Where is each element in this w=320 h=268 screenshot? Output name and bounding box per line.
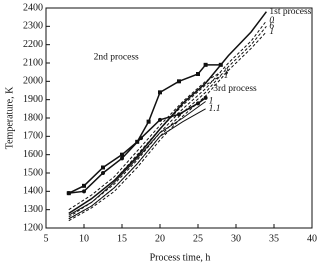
x-tick-label: 35 [269,233,279,244]
point [82,183,86,188]
x-tick-label: 25 [193,233,203,244]
x-tick-label: 10 [79,233,89,244]
x-tick-label: 40 [307,233,317,244]
point [101,171,105,175]
point [196,72,200,76]
x-tick-label: 15 [117,233,127,244]
series-line [68,97,207,194]
y-tick-label: 1500 [23,167,43,178]
x-axis-label: Process time, h [150,252,211,263]
point [120,156,124,161]
y-tick-label: 2000 [23,76,43,87]
series-line [68,20,267,218]
series-line [68,11,267,214]
series-label: 3rd process [213,84,257,94]
point [177,79,181,84]
point [158,117,162,122]
point [203,62,208,67]
series-label: 2nd process [94,53,139,63]
series-line [68,101,206,216]
y-tick-label: 1200 [23,222,43,233]
point [66,191,71,196]
y-tick-label: 1600 [23,149,43,160]
point [139,136,143,141]
series-line [68,75,222,214]
y-tick-label: 2200 [23,39,43,50]
series-line [68,71,222,211]
series-label: 1st process [269,7,311,17]
series-line [68,64,221,194]
x-tick-label: 5 [44,233,49,244]
y-tick-label: 1300 [23,204,43,215]
point [101,165,105,170]
series-label: 6 [269,22,274,32]
x-tick-label: 20 [155,233,165,244]
y-tick-label: 2100 [23,57,43,68]
x-tick-label: 30 [231,233,241,244]
y-tick-label: 2400 [23,2,43,13]
y-tick-label: 1800 [23,112,43,123]
point [218,62,223,67]
series-label: 1.1 [209,104,221,114]
series-line [68,31,267,222]
series-label: 1 [269,27,274,37]
point [82,189,86,194]
point [158,90,162,95]
y-tick-label: 1400 [23,186,43,197]
point [120,152,124,157]
y-tick-label: 1700 [23,131,43,142]
point [177,112,181,117]
plot-frame [45,7,313,229]
series-label: 1 [224,71,229,81]
series-label: 0 [269,16,274,26]
series-line [68,108,206,220]
y-axis-label: Temperature, K [4,86,15,149]
y-tick-label: 1900 [23,94,43,105]
series-label: 3 [223,67,229,77]
point [203,95,208,100]
point [196,101,200,106]
point [146,119,151,124]
y-tick-label: 2300 [23,21,43,32]
series-label: 1 [209,97,214,107]
